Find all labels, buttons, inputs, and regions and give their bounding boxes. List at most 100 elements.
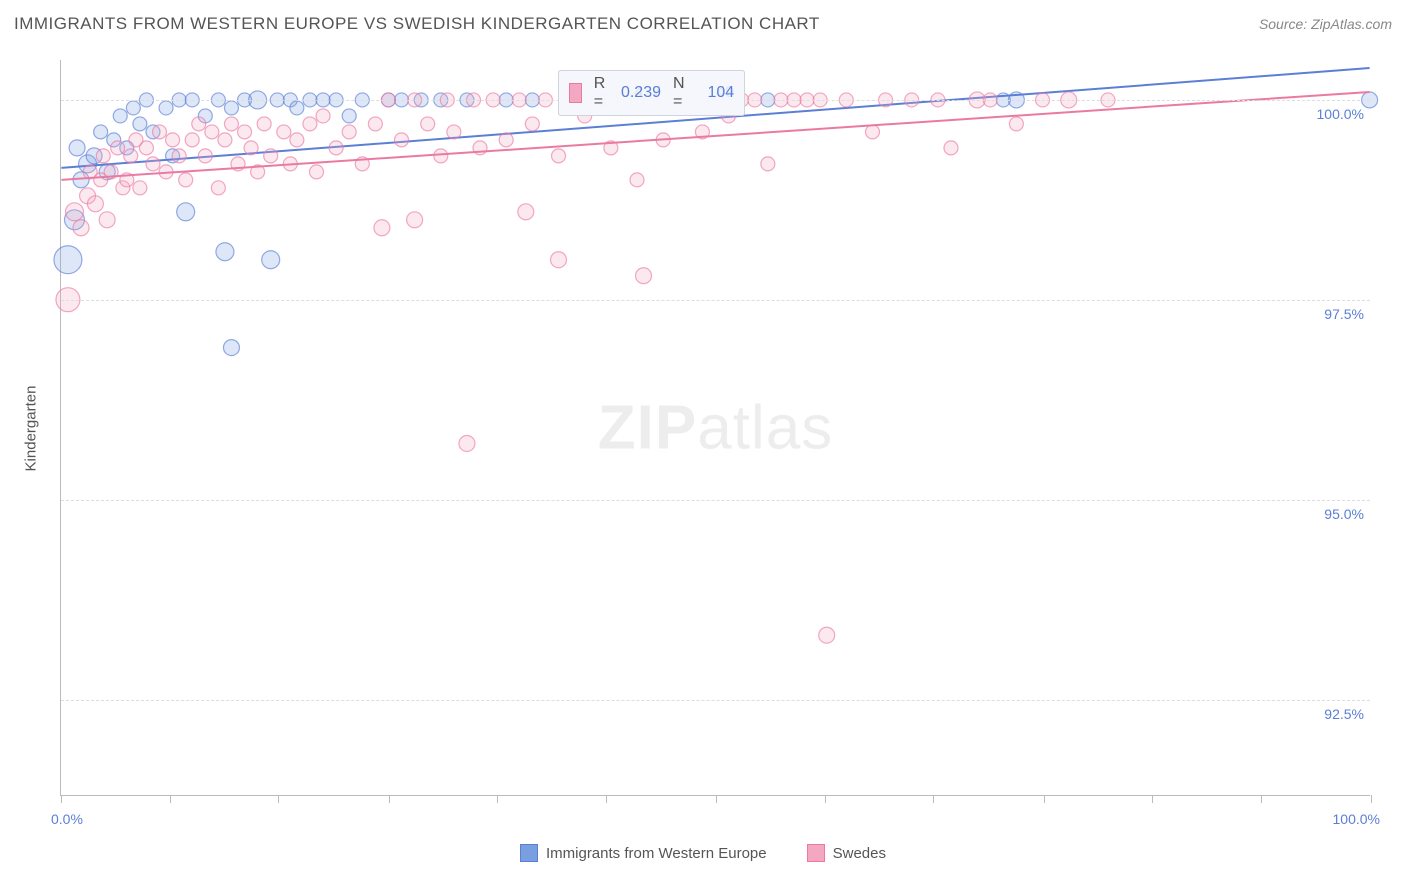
x-tick — [606, 795, 607, 803]
data-point — [153, 125, 167, 139]
data-point — [124, 149, 138, 163]
data-point — [310, 165, 324, 179]
data-point — [205, 125, 219, 139]
data-point — [211, 181, 225, 195]
data-point — [218, 133, 232, 147]
data-point — [1009, 117, 1023, 131]
data-point — [216, 243, 234, 261]
legend-item: Swedes — [807, 844, 886, 862]
data-point — [198, 149, 212, 163]
scatter-plot — [61, 60, 1370, 795]
data-point — [636, 268, 652, 284]
data-point — [223, 340, 239, 356]
data-point — [264, 149, 278, 163]
r-value: 0.239 — [621, 84, 661, 102]
data-point — [865, 125, 879, 139]
x-tick — [61, 795, 62, 803]
data-point — [342, 125, 356, 139]
x-tick — [1044, 795, 1045, 803]
data-point — [499, 133, 513, 147]
data-point — [374, 220, 390, 236]
legend-label: Immigrants from Western Europe — [546, 845, 767, 862]
data-point — [329, 141, 343, 155]
data-point — [192, 117, 206, 131]
x-tick — [716, 795, 717, 803]
x-tick — [278, 795, 279, 803]
x-tick — [170, 795, 171, 803]
data-point — [99, 212, 115, 228]
chart-title: IMMIGRANTS FROM WESTERN EUROPE VS SWEDIS… — [14, 14, 820, 34]
data-point — [238, 125, 252, 139]
data-point — [65, 203, 83, 221]
data-point — [761, 157, 775, 171]
x-tick — [497, 795, 498, 803]
data-point — [54, 246, 82, 274]
data-point — [303, 117, 317, 131]
chart-area: ZIPatlas 92.5%95.0%97.5%100.0%0.0%100.0% — [60, 60, 1370, 796]
legend-swatch — [807, 844, 825, 862]
data-point — [224, 101, 238, 115]
x-tick — [1371, 795, 1372, 803]
r-label: R = — [594, 75, 609, 111]
x-tick — [933, 795, 934, 803]
data-point — [166, 133, 180, 147]
y-tick-label: 97.5% — [1324, 306, 1364, 322]
data-point — [133, 117, 147, 131]
data-point — [113, 109, 127, 123]
data-point — [434, 149, 448, 163]
legend-label: Swedes — [833, 845, 886, 862]
data-point — [421, 117, 435, 131]
x-tick — [825, 795, 826, 803]
data-point — [342, 109, 356, 123]
data-point — [944, 141, 958, 155]
data-point — [518, 204, 534, 220]
data-point — [159, 101, 173, 115]
data-point — [447, 125, 461, 139]
data-point — [257, 117, 271, 131]
data-point — [395, 133, 409, 147]
data-point — [87, 196, 103, 212]
data-point — [316, 109, 330, 123]
n-label: N = — [673, 75, 688, 111]
data-point — [368, 117, 382, 131]
data-point — [290, 101, 304, 115]
y-tick-label: 95.0% — [1324, 506, 1364, 522]
bottom-legend: Immigrants from Western Europe Swedes — [0, 844, 1406, 862]
grid-line — [61, 300, 1370, 301]
data-point — [224, 117, 238, 131]
data-point — [819, 627, 835, 643]
grid-line — [61, 500, 1370, 501]
n-value: 104 — [700, 84, 734, 102]
y-tick-label: 92.5% — [1324, 706, 1364, 722]
x-tick — [1261, 795, 1262, 803]
source-label: Source: ZipAtlas.com — [1259, 16, 1392, 32]
grid-line — [61, 700, 1370, 701]
x-tick-label: 0.0% — [51, 811, 83, 827]
data-point — [552, 149, 566, 163]
data-point — [290, 133, 304, 147]
data-point — [407, 212, 423, 228]
data-point — [94, 125, 108, 139]
data-point — [185, 133, 199, 147]
data-point — [244, 141, 258, 155]
data-point — [262, 251, 280, 269]
data-point — [525, 117, 539, 131]
data-point — [459, 435, 475, 451]
x-tick — [1152, 795, 1153, 803]
data-point — [277, 125, 291, 139]
data-point — [139, 141, 153, 155]
data-point — [111, 141, 125, 155]
data-point — [126, 101, 140, 115]
data-point — [69, 140, 85, 156]
data-point — [179, 173, 193, 187]
legend-item: Immigrants from Western Europe — [520, 844, 767, 862]
data-point — [96, 149, 110, 163]
y-axis-label: Kindergarten — [23, 385, 40, 471]
legend-swatch — [520, 844, 538, 862]
data-point — [172, 149, 186, 163]
legend-swatch — [569, 83, 582, 103]
data-point — [133, 181, 147, 195]
data-point — [630, 173, 644, 187]
stats-row: R = 0.239 N = 104 — [558, 70, 745, 116]
y-tick-label: 100.0% — [1317, 106, 1364, 122]
